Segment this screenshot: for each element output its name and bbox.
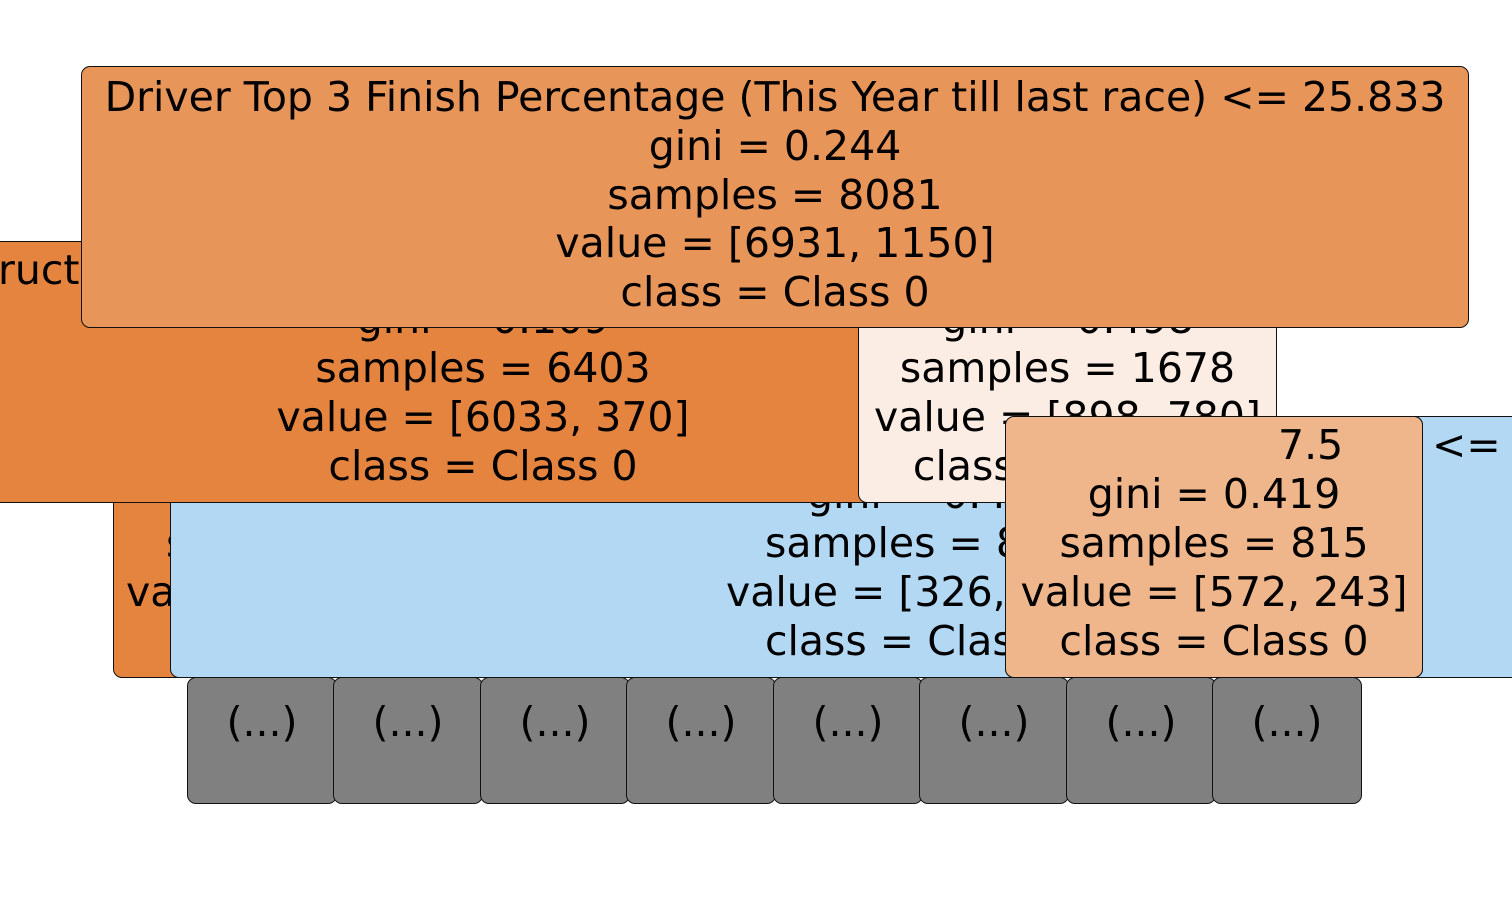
truncated-leaf: (...): [480, 677, 630, 804]
node-value: value = [572, 243]: [1020, 568, 1408, 616]
node-samples: samples = 8: [765, 519, 1022, 567]
node-class: class = Class 0: [328, 442, 638, 490]
node-samples: samples = 6403: [315, 344, 651, 392]
node-value: value = [6033, 370]: [276, 393, 690, 441]
node-class: class = Clas: [765, 617, 1014, 665]
node-value: value = [6931, 1150]: [555, 219, 995, 267]
node-split: 7.5: [1278, 421, 1344, 469]
truncated-leaf: (...): [773, 677, 923, 804]
truncated-leaf: (...): [919, 677, 1069, 804]
leaf-label: (...): [1105, 698, 1177, 746]
node-root: Driver Top 3 Finish Percentage (This Yea…: [81, 66, 1469, 328]
truncated-leaf: (...): [626, 677, 776, 804]
node-samples: samples = 815: [1059, 519, 1369, 567]
node-right-left-overlay: 7.5 gini = 0.419 samples = 815 value = […: [1005, 416, 1423, 678]
node-value: va: [126, 568, 176, 616]
leaf-label: (...): [226, 698, 298, 746]
truncated-leaf: (...): [1212, 677, 1362, 804]
node-value: value = [326,: [726, 568, 1006, 616]
node-class: class = Class 0: [620, 268, 930, 316]
node-gini: gini = 0.244: [648, 122, 902, 170]
node-gini: gini = 0.419: [1087, 470, 1341, 518]
truncated-leaf: (...): [187, 677, 337, 804]
truncated-leaf: (...): [1066, 677, 1216, 804]
node-samples: samples = 8081: [607, 171, 943, 219]
leaf-label: (...): [665, 698, 737, 746]
leaf-label: (...): [1251, 698, 1323, 746]
node-class: class = Class 0: [1059, 617, 1369, 665]
node-split: Driver Top 3 Finish Percentage (This Yea…: [104, 73, 1446, 121]
leaf-label: (...): [812, 698, 884, 746]
leaf-label: (...): [958, 698, 1030, 746]
leaf-label: (...): [372, 698, 444, 746]
node-split: <=: [1432, 421, 1501, 469]
leaf-label: (...): [519, 698, 591, 746]
node-samples: samples = 1678: [899, 344, 1236, 392]
truncated-leaf: (...): [333, 677, 483, 804]
